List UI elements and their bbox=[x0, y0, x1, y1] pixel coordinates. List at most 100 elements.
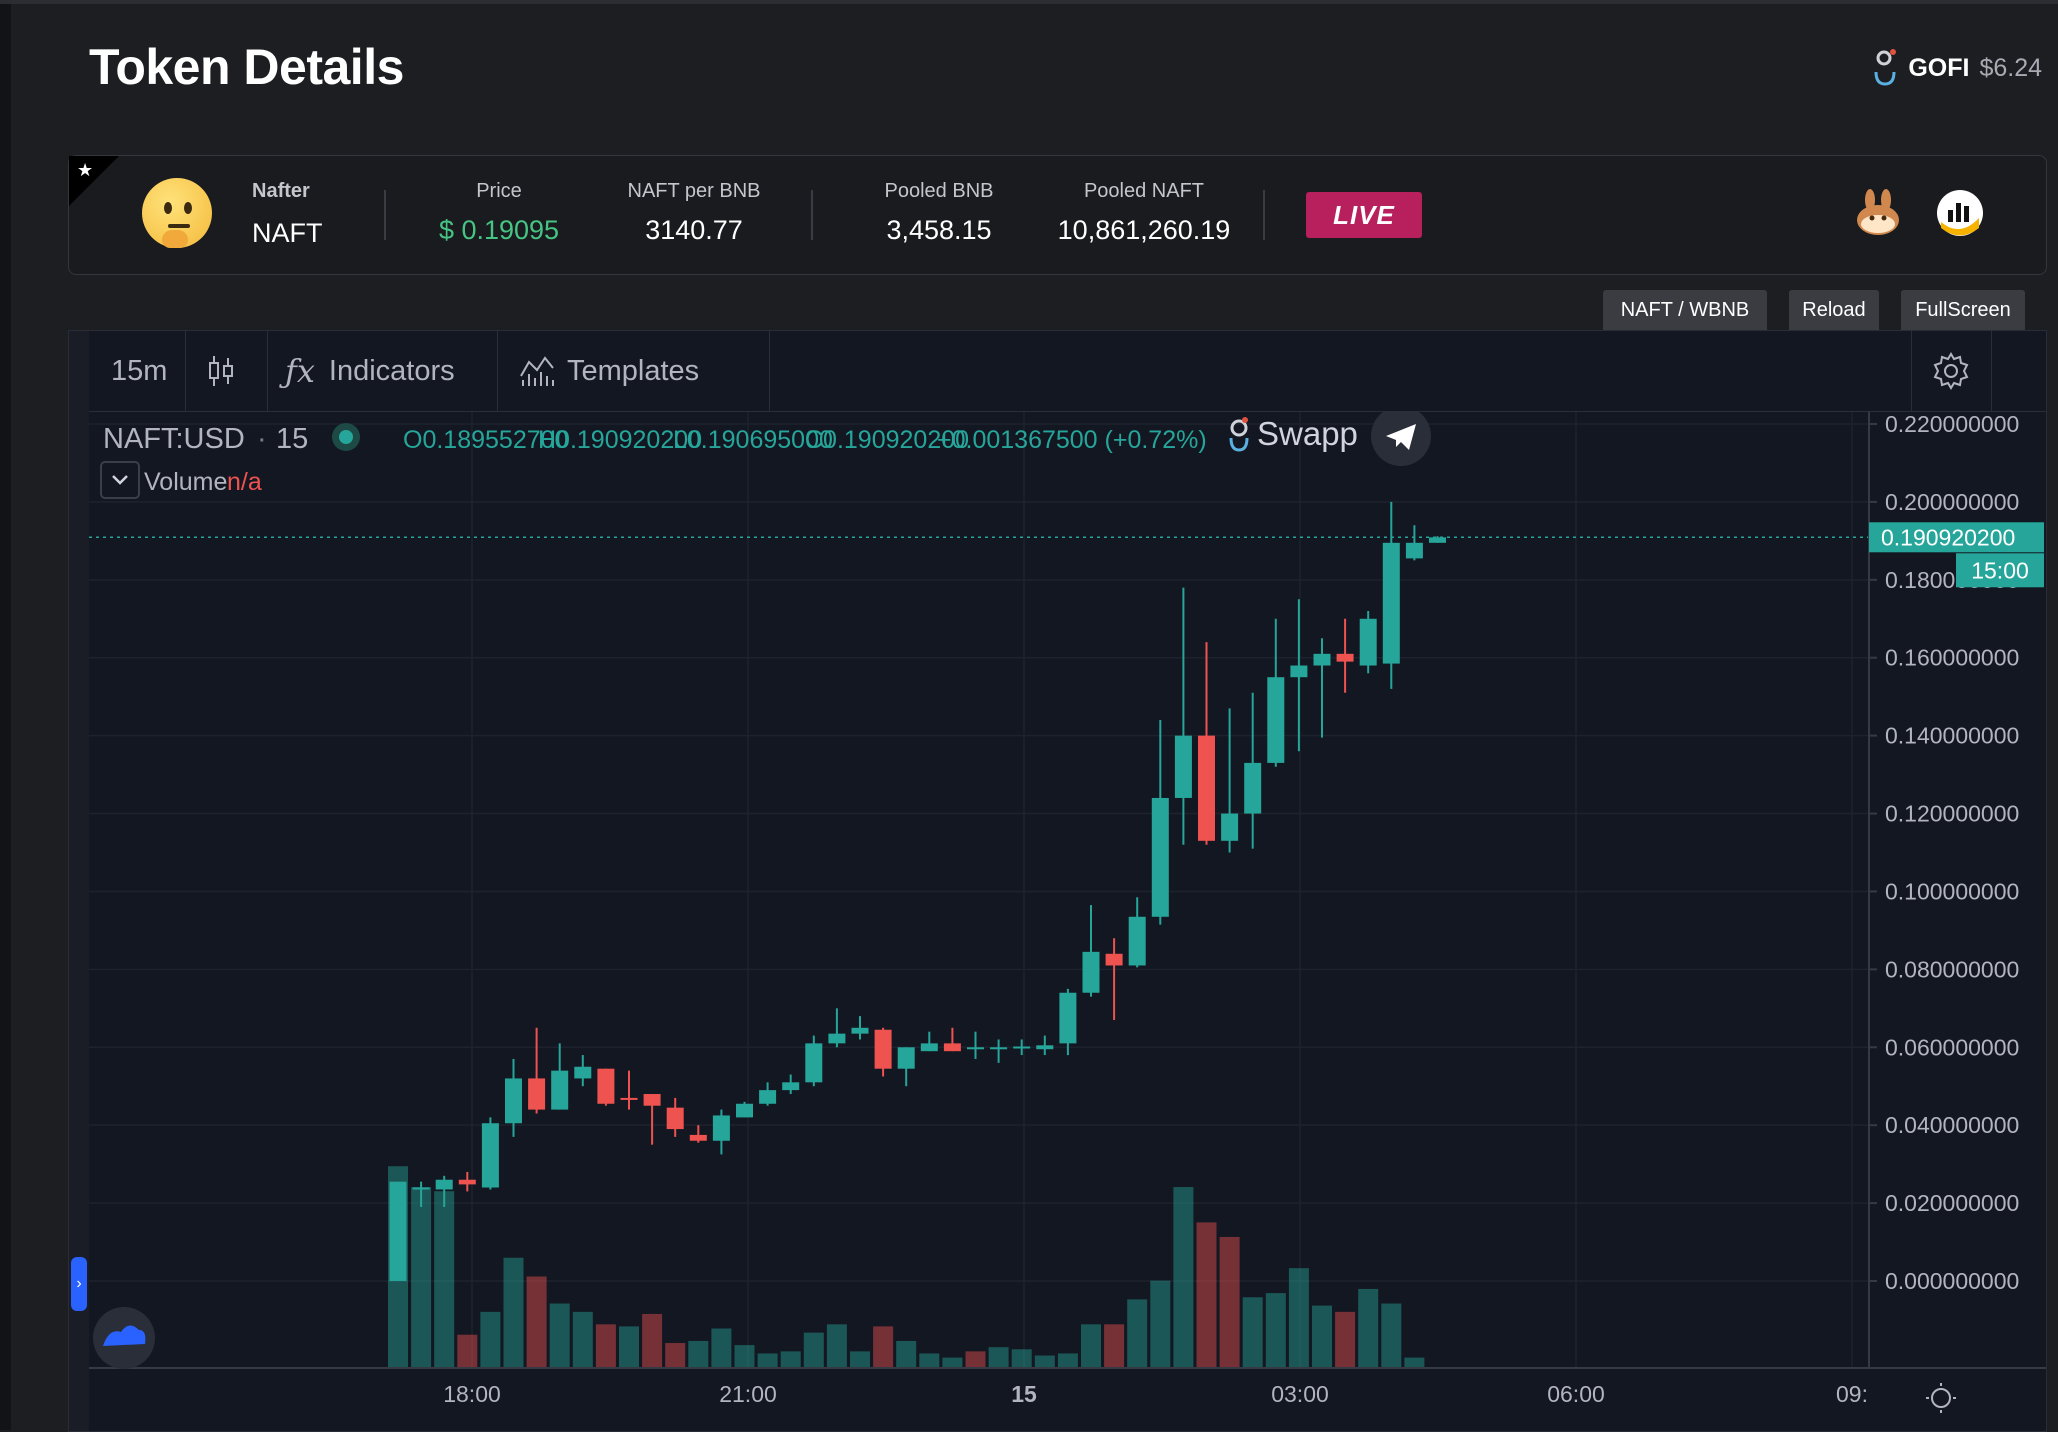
poocoin-chart-icon[interactable] bbox=[1935, 188, 1985, 238]
price-chart-canvas[interactable]: 0.2200000000.2000000000.1800000000.16000… bbox=[89, 412, 2046, 1431]
legend-interval: 15 bbox=[276, 423, 308, 455]
pancakeswap-icon[interactable] bbox=[1853, 188, 1903, 238]
volume-bar bbox=[1173, 1187, 1194, 1368]
volume-bar bbox=[595, 1324, 616, 1368]
price-tick-label: 0.100000000 bbox=[1885, 878, 2019, 904]
tradingview-logo[interactable] bbox=[93, 1307, 155, 1369]
price-tick-label: 0.200000000 bbox=[1885, 489, 2019, 515]
volume-bar bbox=[826, 1324, 847, 1368]
page-title: Token Details bbox=[89, 39, 404, 95]
volume-bar bbox=[526, 1276, 547, 1368]
candle-body bbox=[943, 1043, 961, 1052]
candle-body bbox=[505, 1078, 522, 1124]
candle-body bbox=[643, 1094, 661, 1106]
gofi-price-ticker[interactable]: GOFI $6.24 bbox=[1872, 48, 2042, 88]
legend-change: +0.001367500 (+0.72%) bbox=[937, 426, 1207, 454]
telegram-button[interactable] bbox=[1371, 412, 1431, 466]
candle-body bbox=[620, 1097, 638, 1100]
interval-selector[interactable]: 15m bbox=[111, 354, 168, 387]
axis-settings-button[interactable] bbox=[1926, 1383, 1956, 1413]
sun-icon bbox=[1931, 1388, 1951, 1408]
volume-bar bbox=[549, 1303, 570, 1368]
telegram-icon bbox=[1386, 424, 1416, 450]
volume-bar bbox=[1081, 1324, 1101, 1368]
pooled-bnb-value: 3,458.15 bbox=[886, 215, 992, 245]
pair-button[interactable]: NAFT / WBNB bbox=[1603, 290, 1767, 330]
candle-body bbox=[1429, 537, 1446, 543]
candle-body bbox=[528, 1078, 546, 1110]
price-tick-label: 0.040000000 bbox=[1885, 1112, 2019, 1138]
favorite-corner[interactable] bbox=[69, 156, 119, 206]
price-tick-label: 0.060000000 bbox=[1885, 1034, 2019, 1060]
candle-body bbox=[1082, 951, 1100, 993]
candle-body bbox=[666, 1107, 684, 1130]
volume-bar bbox=[919, 1353, 940, 1368]
candle-body bbox=[1244, 762, 1262, 814]
gear-icon bbox=[1933, 352, 1969, 390]
volume-bar bbox=[1242, 1297, 1263, 1368]
toolbar-divider bbox=[1911, 331, 1912, 411]
price-tick-label: 0.160000000 bbox=[1885, 645, 2019, 671]
candle-type-button[interactable] bbox=[193, 331, 249, 411]
volume-bar bbox=[503, 1257, 524, 1368]
legend-collapse-button[interactable] bbox=[100, 461, 140, 499]
volume-bar bbox=[688, 1340, 709, 1368]
countdown-value: 15:00 bbox=[1971, 557, 2029, 583]
volume-bar bbox=[457, 1334, 478, 1368]
per-bnb-label: NAFT per BNB bbox=[627, 180, 761, 202]
time-tick-label: 21:00 bbox=[719, 1381, 777, 1407]
volume-bar bbox=[1404, 1357, 1425, 1368]
volume-bar bbox=[1034, 1355, 1055, 1368]
time-tick-label: 06:00 bbox=[1547, 1381, 1605, 1407]
legend-open: O0.189552700 bbox=[403, 426, 568, 454]
candle-body bbox=[920, 1043, 938, 1052]
candles-icon bbox=[209, 356, 233, 386]
market-status-dot bbox=[339, 430, 353, 444]
last-price-tag bbox=[1869, 522, 2044, 553]
candle-body bbox=[1221, 813, 1239, 841]
candle-body bbox=[551, 1070, 569, 1110]
last-price-value: 0.190920200 bbox=[1881, 524, 2015, 550]
price-tick-label: 0.220000000 bbox=[1885, 412, 2019, 437]
swapp-logo-arc bbox=[1229, 437, 1249, 452]
fullscreen-button[interactable]: FullScreen bbox=[1901, 290, 2025, 330]
price-label: Price bbox=[476, 180, 522, 202]
volume-label: Volume bbox=[144, 468, 227, 496]
candle-body bbox=[1105, 953, 1123, 966]
volume-bar bbox=[1196, 1222, 1217, 1368]
countdown-tag bbox=[1956, 553, 2044, 588]
volume-bar bbox=[411, 1187, 432, 1368]
volume-bar bbox=[1312, 1305, 1332, 1368]
candle-body bbox=[597, 1068, 615, 1104]
price-tick-label: 0.000000000 bbox=[1885, 1268, 2019, 1294]
candle-body bbox=[389, 1181, 407, 1281]
candle-body bbox=[689, 1134, 707, 1141]
star-icon[interactable]: ★ bbox=[77, 160, 94, 180]
time-tick-label: 09: bbox=[1836, 1381, 1868, 1407]
drawing-toolbar-toggle[interactable]: › bbox=[71, 1257, 87, 1311]
volume-bar bbox=[757, 1353, 778, 1368]
swapp-brand[interactable]: Swapp bbox=[1229, 415, 1358, 452]
volume-bar bbox=[434, 1191, 455, 1368]
candle-body bbox=[736, 1103, 753, 1118]
volume-bar bbox=[1358, 1288, 1379, 1368]
volume-bar bbox=[1150, 1280, 1171, 1368]
legend-close: C0.190920200 bbox=[805, 426, 969, 454]
price-value: $ 0.19095 bbox=[438, 215, 560, 245]
chart-settings-button[interactable] bbox=[1911, 331, 1991, 411]
templates-icon bbox=[520, 356, 554, 386]
token-symbol: NAFT bbox=[252, 218, 323, 248]
candle-body bbox=[1359, 618, 1377, 666]
templates-button[interactable]: Templates bbox=[519, 331, 699, 411]
reload-button[interactable]: Reload bbox=[1789, 290, 1879, 330]
toolbar-divider bbox=[1991, 331, 1992, 411]
token-name: Nafter bbox=[252, 180, 310, 202]
indicators-button[interactable]: ƒx Indicators bbox=[285, 331, 455, 411]
legend-dot: · bbox=[257, 423, 267, 455]
legend-symbol: NAFT:USD bbox=[103, 423, 245, 455]
candle-body bbox=[1290, 665, 1308, 678]
price-tick-label: 0.020000000 bbox=[1885, 1190, 2019, 1216]
trading-chart[interactable]: 15m ƒx Indicators bbox=[68, 330, 2047, 1432]
sun-rays bbox=[1926, 1383, 1956, 1413]
live-badge[interactable]: LIVE bbox=[1306, 192, 1422, 238]
